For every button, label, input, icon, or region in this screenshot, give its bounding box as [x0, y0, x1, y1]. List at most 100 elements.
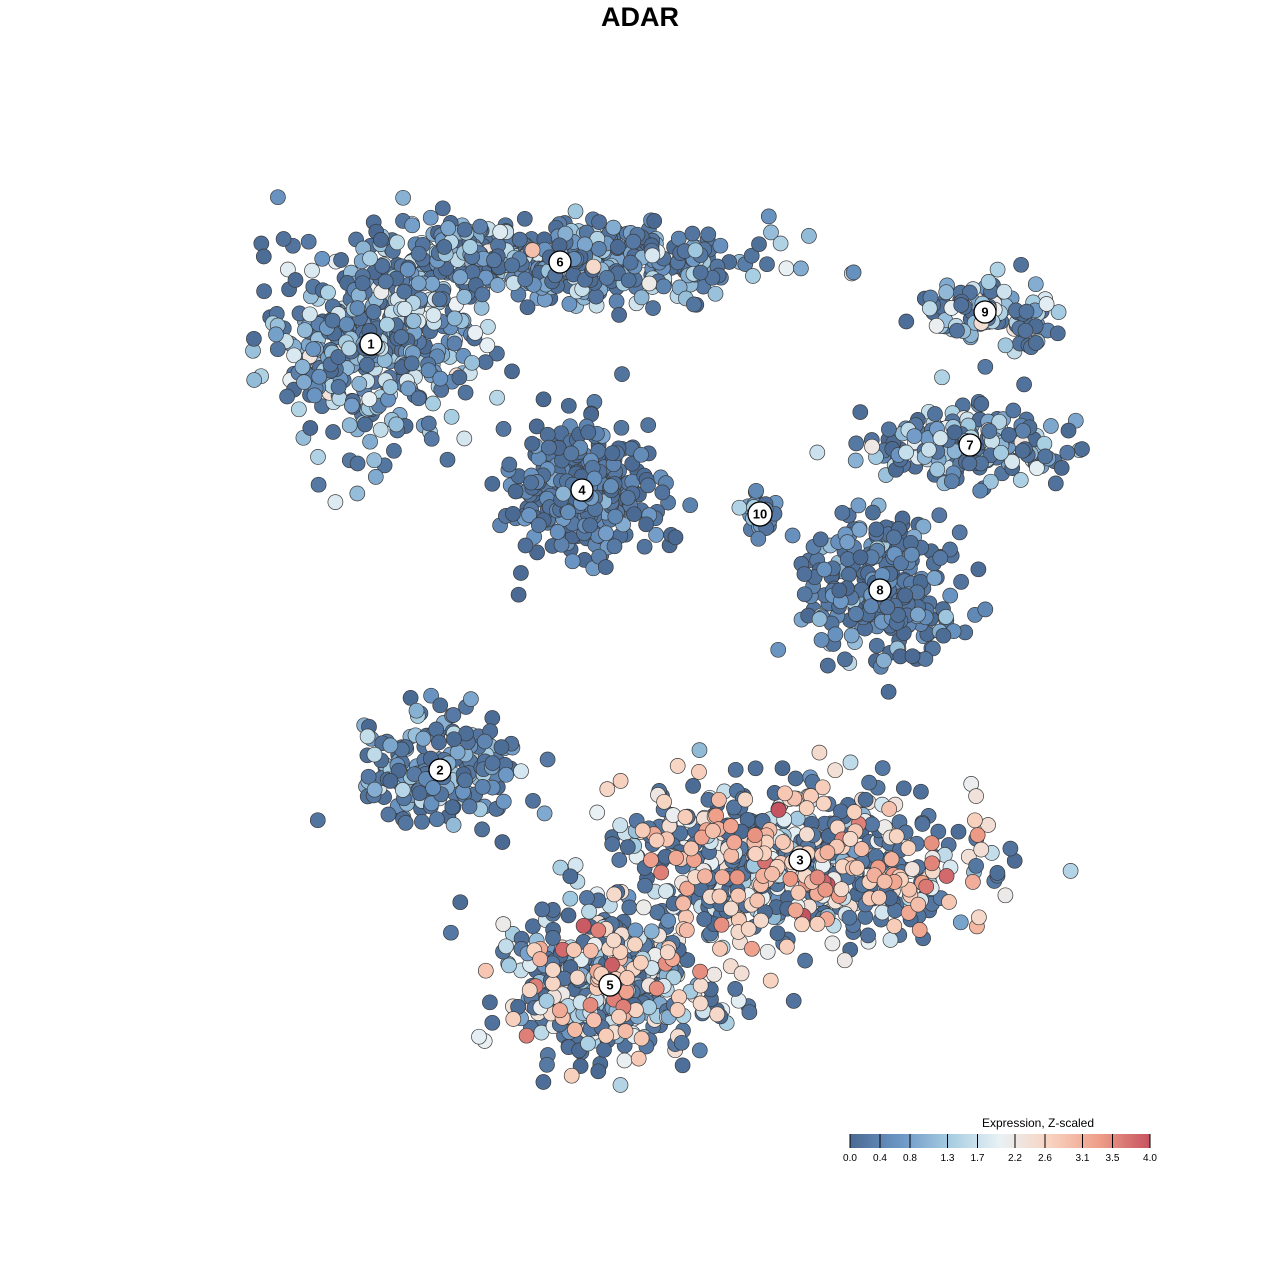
cell-point [538, 992, 555, 1009]
cell-point [906, 428, 923, 444]
cell-point [498, 938, 514, 955]
cell-point [567, 203, 584, 220]
cell-point [425, 780, 441, 796]
cell-point [753, 912, 769, 929]
cell-point [779, 938, 795, 955]
chart-title: ADAR [601, 2, 679, 32]
cell-point [644, 247, 661, 264]
cell-point [691, 742, 708, 758]
cell-point [552, 859, 569, 876]
cell-point [910, 896, 927, 913]
cell-point [359, 728, 376, 745]
cell-point [784, 527, 801, 544]
legend-colorbar [850, 1134, 1150, 1148]
cell-point [1038, 296, 1055, 312]
cell-point [434, 200, 451, 217]
cell-point [726, 799, 742, 816]
legend-tick-label: 3.5 [1106, 1153, 1120, 1164]
cell-point [633, 1030, 650, 1047]
cell-point [580, 424, 597, 441]
cell-point [399, 261, 416, 278]
cell-point [827, 626, 844, 643]
cluster-label-text: 7 [966, 438, 973, 453]
cell-point [510, 586, 527, 603]
cell-point [842, 754, 859, 771]
cell-point [588, 288, 604, 305]
cell-point [562, 890, 579, 907]
cell-point [608, 293, 625, 310]
cell-point [787, 902, 804, 919]
cell-point [684, 225, 701, 242]
cell-point [926, 570, 943, 586]
cell-point [743, 247, 760, 264]
cell-point [853, 841, 870, 857]
cell-point [928, 317, 945, 334]
cell-point [446, 731, 462, 748]
cell-point [709, 1006, 726, 1023]
cell-point [1014, 442, 1031, 459]
cell-point [357, 416, 373, 433]
cell-point [971, 909, 987, 926]
cell-point [898, 444, 914, 461]
cell-point [539, 1056, 555, 1073]
cell-point [852, 549, 869, 566]
cell-point [903, 546, 920, 563]
cell-point [938, 609, 954, 625]
cell-point [997, 337, 1014, 354]
cell-point [581, 903, 597, 920]
cluster-label-1: 1 [359, 332, 383, 356]
cell-point [879, 599, 896, 616]
cell-point [534, 901, 551, 918]
cell-point [809, 444, 826, 461]
cell-point [655, 278, 672, 295]
cell-point [809, 869, 826, 886]
cell-point [291, 401, 307, 418]
cell-point [667, 529, 684, 546]
cell-point [851, 521, 868, 538]
cell-point [530, 517, 547, 533]
cell-point [819, 657, 836, 674]
cell-point [533, 1024, 550, 1041]
cluster-label-circle [428, 758, 452, 782]
cell-point [938, 868, 955, 884]
cell-point [544, 975, 561, 992]
cell-point [883, 851, 900, 868]
cell-point [837, 651, 853, 668]
cell-point [525, 792, 541, 809]
cell-point [555, 485, 572, 502]
cell-point [961, 455, 978, 472]
cell-point [604, 445, 621, 462]
cluster-label-circle [788, 848, 812, 872]
cell-point [1043, 418, 1059, 434]
cluster-label-circle [570, 478, 594, 502]
cell-point [846, 804, 863, 820]
cell-point [436, 239, 453, 255]
cell-point [748, 482, 764, 499]
cell-point [424, 275, 441, 292]
cell-point [836, 952, 853, 969]
cell-point [638, 516, 654, 533]
cell-point [692, 264, 709, 281]
cell-point [918, 878, 935, 895]
cell-point [374, 258, 391, 274]
cell-point [428, 721, 445, 738]
cell-point [517, 537, 534, 554]
cluster-label-6: 6 [548, 250, 572, 274]
cell-point [472, 218, 488, 235]
cell-point [359, 356, 375, 373]
cell-point [658, 883, 674, 900]
cell-point [579, 890, 595, 906]
cell-point [938, 284, 955, 301]
cluster-label-text: 6 [556, 255, 563, 270]
legend-tick-label: 1.7 [971, 1153, 985, 1164]
cell-point [396, 301, 413, 317]
cell-point [256, 283, 272, 300]
cell-point [764, 866, 780, 882]
cell-point [310, 449, 326, 465]
cluster-label-text: 2 [436, 763, 443, 778]
legend-tick-label: 3.1 [1076, 1153, 1090, 1164]
legend-tick-label: 0.8 [903, 1153, 917, 1164]
cell-point [678, 922, 695, 939]
cell-point [605, 219, 622, 236]
cell-point [1017, 322, 1034, 339]
